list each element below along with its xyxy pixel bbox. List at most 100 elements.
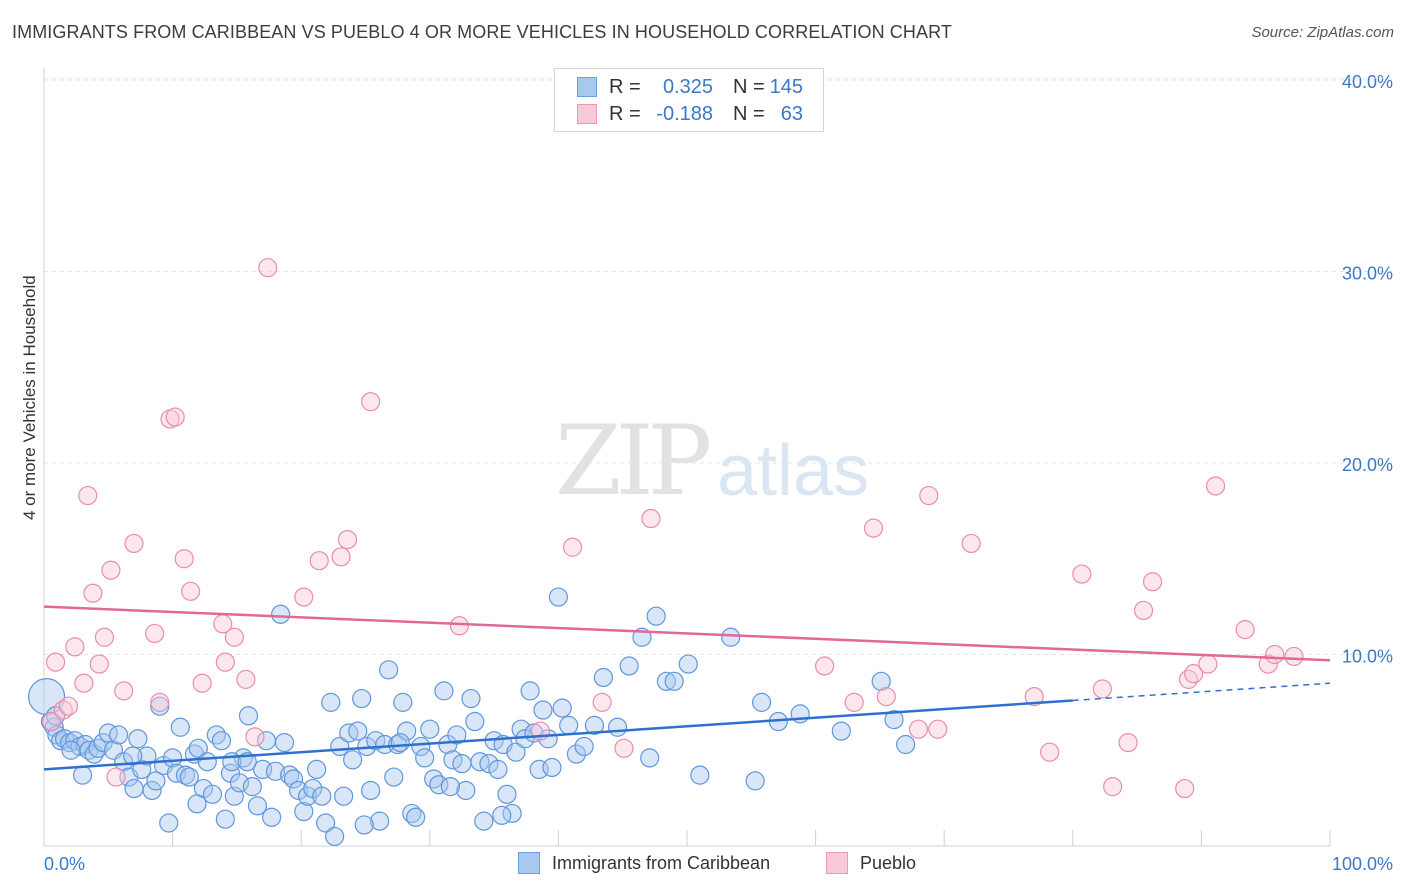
caribbean-point	[402, 803, 422, 824]
legend-row-pueblo: R = -0.188 N = 63	[577, 101, 803, 127]
caribbean-point	[664, 671, 684, 691]
caribbean-point	[211, 731, 232, 751]
caribbean-point	[552, 698, 572, 718]
caribbean-point	[884, 710, 904, 730]
pueblo-point	[174, 549, 194, 569]
caribbean-point	[108, 725, 129, 745]
pueblo-point	[258, 258, 278, 278]
caribbean-point	[280, 765, 300, 785]
caribbean-point	[229, 773, 250, 793]
pueblo-point	[331, 547, 351, 567]
caribbean-point	[137, 746, 157, 766]
pueblo-point	[106, 767, 126, 787]
caribbean-point	[745, 771, 765, 791]
legend-n-label: N =	[733, 102, 765, 125]
caribbean-point	[271, 604, 291, 624]
pueblo-point	[876, 687, 896, 707]
caribbean-point	[206, 725, 226, 745]
pueblo-point	[78, 485, 98, 506]
caribbean-point	[420, 719, 440, 739]
caribbean-point	[321, 692, 341, 712]
pueblo-point	[1184, 664, 1204, 684]
pueblo-point	[245, 727, 265, 747]
pueblo-point	[58, 696, 79, 716]
caribbean-point	[678, 654, 698, 674]
pueblo-point	[1235, 620, 1255, 640]
pueblo-trend-line	[43, 605, 1331, 662]
caribbean-point	[159, 813, 179, 833]
caribbean-point	[379, 660, 399, 680]
caribbean-point	[343, 750, 363, 770]
caribbean-point	[619, 656, 639, 676]
caribbean-point	[370, 811, 390, 831]
legend-label-caribbean: Immigrants from Caribbean	[552, 852, 771, 873]
caribbean-point	[72, 765, 93, 785]
pueblo-point	[181, 581, 201, 601]
caribbean-point	[88, 738, 108, 758]
pueblo-point	[236, 669, 256, 689]
caribbean-point	[593, 667, 614, 688]
y-tick-label: 10.0%	[1342, 647, 1393, 667]
legend-r-value: -0.188	[656, 102, 713, 125]
pueblo-point	[65, 637, 85, 657]
caribbean-point	[146, 771, 166, 791]
caribbean-point	[751, 692, 772, 712]
caribbean-point	[640, 748, 660, 768]
pueblo-point	[294, 587, 314, 607]
pueblo-point	[919, 485, 939, 506]
caribbean-point	[93, 732, 113, 753]
caribbean-point	[393, 692, 413, 712]
legend-item-pueblo: Pueblo	[826, 852, 916, 874]
pueblo-point	[42, 711, 62, 732]
pueblo-point	[1024, 687, 1044, 707]
legend-row-caribbean: R = 0.325 N = 145	[577, 74, 803, 100]
pueblo-point	[83, 583, 103, 603]
legend-item-caribbean: Immigrants from Caribbean	[518, 852, 770, 874]
pueblo-point	[1133, 600, 1154, 621]
pueblo-point	[53, 700, 73, 720]
correlation-legend: R = 0.325 N = 145 R = -0.188 N = 63	[554, 68, 824, 132]
caribbean-point	[690, 765, 710, 785]
caribbean-point	[415, 748, 435, 768]
caribbean-point	[831, 721, 851, 741]
pueblo-point	[150, 692, 170, 712]
pueblo-point	[1040, 742, 1060, 762]
legend-r-label: R =	[609, 75, 641, 98]
x-tick-label: 0.0%	[44, 854, 85, 874]
caribbean-point	[506, 742, 526, 762]
caribbean-point	[559, 715, 579, 735]
pueblo-point	[114, 681, 134, 701]
pueblo-point	[89, 654, 109, 674]
caribbean-point	[294, 801, 314, 822]
pueblo-point	[144, 623, 165, 644]
pueblo-point	[1258, 654, 1278, 674]
caribbean-point	[283, 769, 304, 789]
y-tick-label: 40.0%	[1342, 72, 1393, 92]
caribbean-point	[124, 778, 144, 799]
caribbean-point	[574, 736, 594, 757]
caribbean-point	[520, 681, 540, 701]
caribbean-point	[316, 813, 336, 833]
caribbean-point	[384, 767, 404, 787]
legend-n-value: 63	[780, 102, 803, 125]
caribbean-point	[871, 671, 891, 691]
pueblo-point	[1103, 777, 1123, 797]
legend-swatch-pueblo	[826, 852, 848, 874]
pueblo-point	[1198, 654, 1218, 674]
caribbean-point	[390, 732, 410, 753]
pueblo-point	[1284, 646, 1304, 667]
caribbean-point	[262, 807, 282, 827]
caribbean-point	[397, 721, 417, 741]
caribbean-point	[607, 717, 628, 737]
caribbean-point	[307, 759, 327, 780]
pueblo-point	[592, 692, 612, 712]
caribbean-trend-extension	[1072, 682, 1331, 702]
pueblo-point	[1175, 778, 1195, 799]
caribbean-point	[548, 587, 569, 607]
caribbean-point	[188, 738, 208, 758]
caribbean-point	[312, 786, 332, 806]
chart-title: IMMIGRANTS FROM CARIBBEAN VS PUEBLO 4 OR…	[12, 22, 952, 42]
pueblo-point	[908, 719, 929, 739]
watermark-zip: ZIP	[555, 405, 712, 517]
